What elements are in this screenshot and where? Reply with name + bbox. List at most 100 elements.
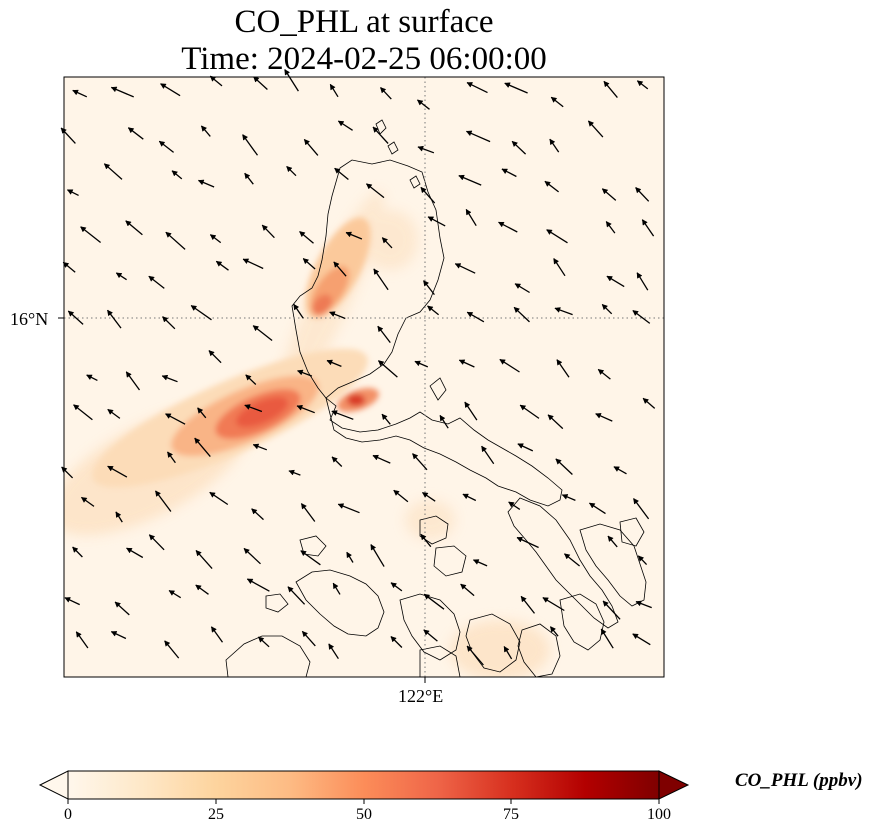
wind-arrow-head [417, 145, 424, 152]
wind-arrow-head [80, 497, 88, 503]
wind-arrow-head [337, 503, 345, 509]
wind-arrow-head [110, 86, 118, 93]
wind-arrow-head [148, 534, 156, 541]
wind-arrow-head [197, 179, 205, 186]
wind-arrow-head [553, 258, 560, 265]
wind-arrow-head [194, 437, 201, 445]
wind-arrow-head [148, 275, 155, 282]
wind-arrow-head [550, 626, 557, 633]
wind-arrow-head [287, 586, 294, 593]
wind-arrow-head [427, 305, 434, 312]
wind-arrow-head [420, 186, 427, 194]
wind-arrow-head [284, 69, 291, 76]
colorbar-label: CO_PHL (ppbv) [735, 770, 863, 791]
wind-arrow-head [633, 498, 640, 505]
wind-arrow-head [160, 83, 167, 90]
lon-tick-label: 122°E [398, 686, 444, 706]
wind-arrow-head [302, 258, 310, 265]
wind-arrow-head [158, 140, 166, 147]
wind-arrow-head [296, 369, 304, 376]
wind-arrow-head [125, 220, 132, 227]
wind-arrow-head [372, 126, 379, 133]
wind-arrow-head [439, 414, 446, 422]
wind-arrow-head [115, 272, 123, 279]
wind-arrow-head [458, 359, 466, 366]
wind-arrow-head [365, 183, 373, 190]
wind-arrow-head [597, 369, 605, 376]
wind-arrow-head [561, 494, 569, 500]
wind-arrow-head [554, 307, 561, 313]
wind-arrow-head [377, 325, 384, 333]
wind-arrow-head [72, 89, 79, 96]
colorbar-ticks [67, 799, 660, 804]
wind-arrow-head [414, 360, 421, 367]
colorbar-tick-label: 25 [208, 806, 224, 823]
wind-arrow-head [155, 490, 162, 497]
wind-arrow-head [127, 127, 135, 134]
wind-arrow-head [168, 590, 176, 596]
wind-arrow-head [301, 503, 307, 510]
wind-arrow-head [462, 493, 469, 500]
wind-arrow-head [636, 80, 644, 87]
wind-arrow-head [556, 359, 563, 366]
wind-arrow-head [345, 231, 352, 238]
wind-arrow-head [420, 533, 427, 541]
wind-arrow-head [390, 636, 397, 643]
wind-arrow-head [258, 636, 265, 643]
wind-arrow-head [555, 458, 562, 465]
wind-arrow-head [393, 489, 400, 496]
wind-arrow-head [416, 99, 424, 106]
colorbar-tick-label: 50 [356, 806, 372, 823]
wind-arrow-head [72, 546, 79, 553]
wind-arrow-head [427, 216, 435, 222]
wind-arrow-head [301, 630, 309, 638]
wind-arrow-head [328, 643, 335, 650]
wind-arrow-head [601, 303, 609, 311]
wind-arrow-head [472, 559, 480, 565]
wind-arrow-head [504, 82, 511, 89]
wind-arrow-head [300, 550, 307, 557]
wind-arrow-head [252, 325, 260, 332]
wind-arrow-head [201, 125, 208, 132]
wind-arrow-head [299, 231, 306, 238]
wind-arrow-head [190, 305, 198, 311]
wind-arrow-head [373, 268, 380, 275]
wind-arrow-head [423, 280, 430, 287]
wind-arrow-head [378, 360, 385, 367]
colorbar-extend-high [658, 770, 690, 800]
wind-arrow-head [66, 189, 74, 195]
wind-arrow-head [103, 163, 111, 170]
wind-arrow-head [635, 600, 642, 607]
wind-arrow-head [635, 187, 642, 194]
wind-arrow-head [242, 258, 250, 265]
wind-arrow-head [605, 221, 612, 228]
wind-arrow-head [465, 208, 472, 216]
wind-arrow-head [390, 582, 398, 589]
wind-arrow-head [167, 451, 174, 458]
wind-arrow-head [588, 120, 595, 127]
wind-arrow-head [564, 553, 571, 560]
wind-arrow-head [245, 374, 252, 381]
colorbar-tick-label: 75 [503, 806, 519, 823]
wind-arrow-head [466, 645, 473, 652]
wind-arrow-head [296, 404, 303, 411]
wind-arrow-head [600, 628, 607, 636]
wind-arrow-head [110, 631, 118, 637]
map-frame [63, 76, 665, 678]
wind-arrow-head [423, 629, 430, 636]
wind-arrow-head [549, 138, 556, 146]
wind-arrow-head [519, 404, 527, 411]
wind-arrow-head [606, 275, 613, 282]
wind-arrow-head [511, 140, 519, 148]
wind-arrow-head [613, 466, 620, 472]
wind-arrow-head [209, 234, 217, 241]
wind-arrow-head [458, 174, 465, 181]
wind-arrow-head [380, 87, 387, 94]
wind-arrow-head [80, 226, 87, 233]
colorbar-tick-label: 0 [64, 806, 72, 823]
wind-arrow-head [503, 645, 510, 653]
wind-arrow-head [164, 640, 171, 647]
wind-arrow-head [508, 501, 515, 508]
